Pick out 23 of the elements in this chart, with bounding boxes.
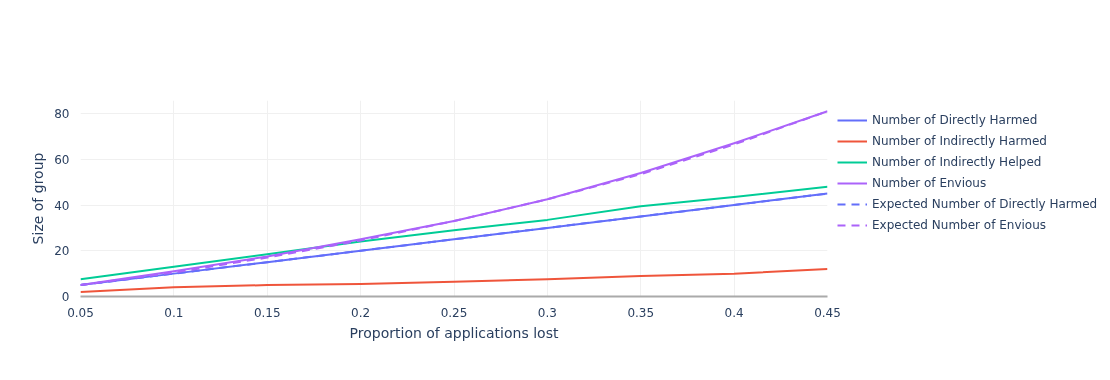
x-axis-title: Proportion of applications lost — [349, 324, 559, 341]
line-series — [80, 268, 828, 293]
x-tick-label: 0.05 — [67, 305, 94, 320]
x-tick-label: 0.25 — [440, 305, 468, 320]
legend-label: Number of Indirectly Harmed — [872, 134, 1047, 148]
legend-label: Number of Indirectly Helped — [872, 155, 1042, 169]
y-axis-title: Size of group — [30, 152, 47, 245]
y-tick-label: 40 — [54, 198, 70, 213]
y-tick-label: 20 — [54, 244, 70, 259]
x-tick-label: 0.2 — [351, 305, 371, 320]
legend-label: Expected Number of Envious — [872, 218, 1047, 232]
legend-label: Number of Directly Harmed — [872, 113, 1038, 127]
x-tick-label: 0.45 — [814, 305, 841, 320]
legend-label: Number of Envious — [872, 176, 987, 190]
y-tick-label: 60 — [54, 152, 70, 167]
x-tick-label: 0.1 — [164, 305, 184, 320]
y-tick-label: 0 — [61, 290, 70, 304]
y-tick-label: 80 — [54, 107, 70, 122]
x-tick-label: 0.35 — [627, 305, 655, 320]
legend-label: Expected Number of Directly Harmed — [872, 197, 1098, 211]
x-tick-label: 0.15 — [253, 305, 281, 320]
x-tick-label: 0.3 — [537, 305, 557, 320]
x-tick-label: 0.4 — [724, 305, 744, 320]
